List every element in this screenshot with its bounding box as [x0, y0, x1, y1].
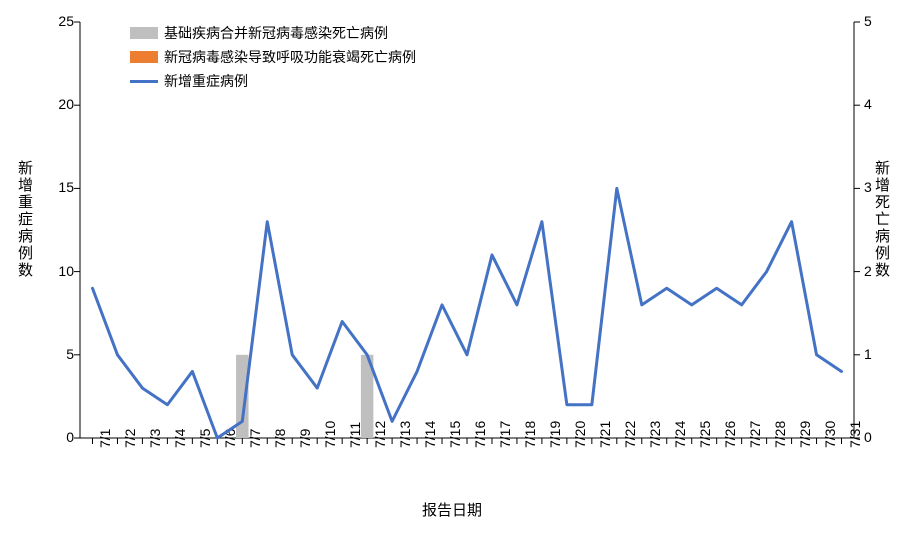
legend-swatch: [130, 51, 158, 63]
legend-label: 基础疾病合并新冠病毒感染死亡病例: [164, 23, 388, 43]
legend-label: 新增重症病例: [164, 71, 248, 91]
legend-item-blue-line: 新增重症病例: [130, 70, 416, 92]
legend-item-orange-bar: 新冠病毒感染导致呼吸功能衰竭死亡病例: [130, 46, 416, 68]
line-series: [92, 188, 841, 438]
legend-line: [130, 80, 158, 83]
legend-item-gray-bar: 基础疾病合并新冠病毒感染死亡病例: [130, 22, 416, 44]
legend-label: 新冠病毒感染导致呼吸功能衰竭死亡病例: [164, 47, 416, 67]
chart-root: 新增重症病例数 新增死亡病例数 报告日期 0510152025 012345 7…: [0, 0, 904, 534]
legend-swatch: [130, 27, 158, 39]
legend: 基础疾病合并新冠病毒感染死亡病例 新冠病毒感染导致呼吸功能衰竭死亡病例 新增重症…: [130, 22, 416, 94]
